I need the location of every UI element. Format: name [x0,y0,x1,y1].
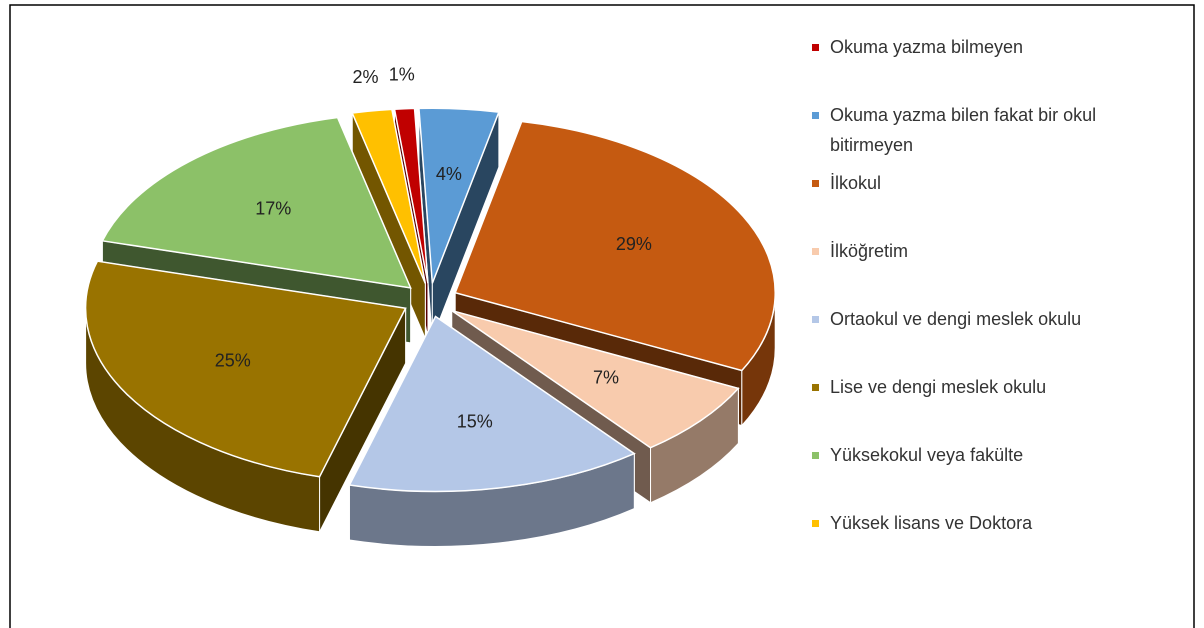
slice [393,107,429,284]
data-label: 25% [215,350,251,370]
legend-swatch [812,316,819,323]
legend-item: Okuma yazma bilmeyen [812,32,1162,100]
legend-swatch [812,44,819,51]
data-label: 2% [353,67,379,87]
data-label: 1% [389,65,415,85]
legend-item: İlkokul [812,168,1162,236]
legend-label: İlkokul [830,173,882,193]
slice [454,120,776,372]
legend-label: Okuma yazma bilmeyen [830,37,1024,57]
legend-item: Okuma yazma bilen fakat bir okul bitirme… [812,100,1162,168]
legend-swatch [812,452,819,459]
legend-item: Ortaokul ve dengi meslek okulu [812,304,1162,372]
legend-swatch [812,248,819,255]
legend-item: Yüksek lisans ve Doktora [812,508,1162,576]
data-label: 15% [457,412,493,432]
legend-label: Ortaokul ve dengi meslek okulu [830,309,1082,329]
legend-label: Yüksekokul veya fakülte [830,445,1024,465]
legend-label: Lise ve dengi meslek okulu [830,377,1047,397]
legend-swatch [812,112,819,119]
legend-label: Okuma yazma bilen fakat bir okul bitirme… [830,105,1097,155]
slice [451,309,740,449]
data-label: 29% [616,234,652,254]
slice [418,107,500,284]
legend-item: Lise ve dengi meslek okulu [812,372,1162,440]
legend-item: Yüksekokul veya fakülte [812,440,1162,508]
legend-swatch [812,384,819,391]
data-label: 4% [436,164,462,184]
slice [84,260,407,478]
slice [348,315,636,493]
slice [351,108,427,284]
legend: Okuma yazma bilmeyen Okuma yazma bilen fa… [812,32,1162,576]
legend-label: İlköğretim [830,241,909,261]
frame [9,4,1195,628]
data-label: 7% [593,368,619,388]
legend-swatch [812,520,819,527]
data-label: 17% [255,198,291,218]
legend-label: Yüksek lisans ve Doktora [830,513,1033,533]
legend-item: İlköğretim [812,236,1162,304]
legend-swatch [812,180,819,187]
slice [101,116,412,289]
